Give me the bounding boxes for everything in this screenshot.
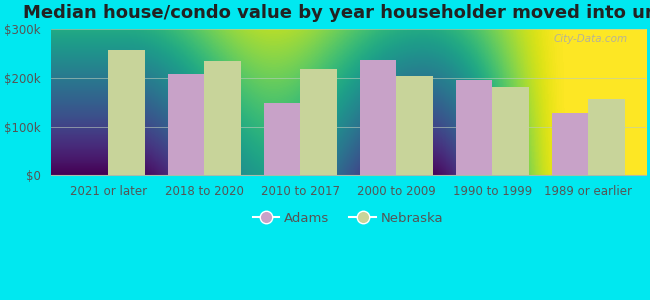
Bar xyxy=(359,60,396,176)
Bar xyxy=(456,80,492,176)
Bar xyxy=(168,74,204,176)
Legend: Adams, Nebraska: Adams, Nebraska xyxy=(248,207,449,230)
Bar xyxy=(300,69,337,176)
Bar xyxy=(264,103,300,176)
Title: Median house/condo value by year householder moved into unit: Median house/condo value by year househo… xyxy=(23,4,650,22)
Text: City-Data.com: City-Data.com xyxy=(554,34,628,44)
Bar xyxy=(552,113,588,176)
Bar xyxy=(108,50,144,175)
Bar xyxy=(492,87,528,176)
Bar xyxy=(204,61,240,176)
Bar xyxy=(396,76,433,176)
Bar xyxy=(588,99,625,176)
